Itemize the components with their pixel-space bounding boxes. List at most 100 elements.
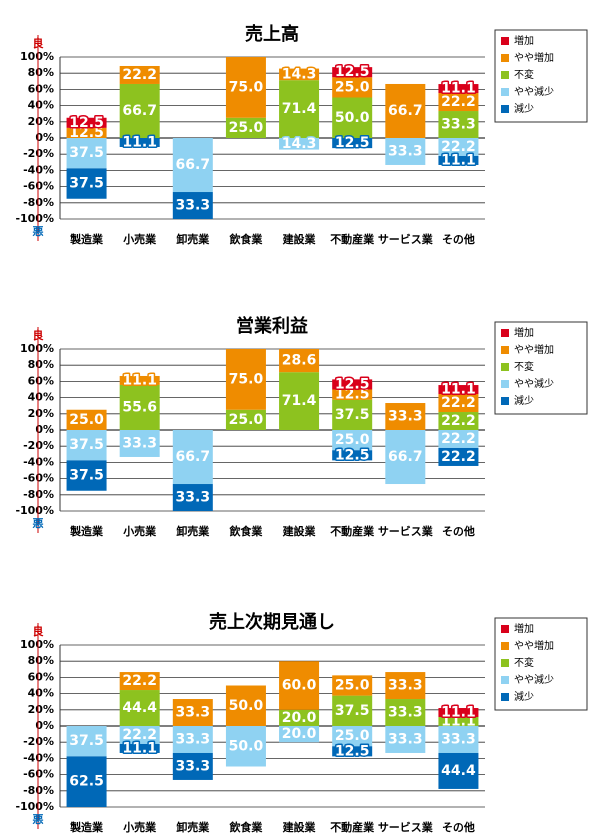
data-label: 12.5 xyxy=(335,387,370,403)
bar-segment xyxy=(438,394,479,413)
y-tick-label: 40% xyxy=(28,687,54,700)
x-tick-label: 卸売業 xyxy=(176,524,210,538)
data-label: 33.3 xyxy=(441,731,476,747)
bar-segment xyxy=(119,430,160,457)
legend-swatch xyxy=(501,105,509,113)
y-tick-label: -100% xyxy=(15,800,54,813)
y-tick-label: 40% xyxy=(28,391,54,404)
y-bottom-label: 悪 xyxy=(33,517,44,530)
bar-segment xyxy=(119,743,160,753)
bar-segment xyxy=(119,65,160,84)
data-label: 55.6 xyxy=(122,399,157,415)
bar-segment xyxy=(438,447,479,466)
data-label: 62.5 xyxy=(69,774,104,790)
y-tick-label: 60% xyxy=(28,82,54,95)
data-label: 37.5 xyxy=(335,703,370,719)
data-label: 12.5 xyxy=(69,125,104,141)
bar-segment xyxy=(172,726,213,753)
legend-label: 増加 xyxy=(514,622,534,635)
bar-segment xyxy=(66,127,107,138)
data-label: 44.4 xyxy=(441,763,476,779)
legend-box xyxy=(494,321,588,415)
data-label: 25.0 xyxy=(229,120,264,136)
data-label: 66.7 xyxy=(176,449,211,465)
y-tick-label: 0% xyxy=(35,719,54,732)
legend-label: 減少 xyxy=(514,102,534,115)
y-bottom-label: 悪 xyxy=(33,813,44,826)
data-label: 33.3 xyxy=(388,705,423,721)
legend-label: 不変 xyxy=(514,68,534,81)
chart: 売上高 100% 80% 60% 40% 20% 0% -20% -40% -60% -80% -10… xyxy=(15,23,588,246)
legend-label: やや減少 xyxy=(514,377,554,390)
legend-label: 減少 xyxy=(514,690,534,703)
bar-segment xyxy=(332,138,373,149)
bar-segment xyxy=(332,67,373,78)
data-label: 37.5 xyxy=(69,176,104,192)
bar-segment xyxy=(225,349,266,410)
bar-segment xyxy=(332,379,373,390)
bar-segment xyxy=(119,138,160,147)
data-label: 11.1 xyxy=(441,81,476,97)
legend-swatch xyxy=(501,625,509,633)
bar-segment xyxy=(66,726,107,757)
data-label: 37.5 xyxy=(69,145,104,161)
bar-segment xyxy=(385,83,426,138)
data-label: 22.2 xyxy=(122,67,157,83)
legend-swatch xyxy=(501,37,509,45)
data-label: 11.1 xyxy=(122,372,157,388)
bar-segment xyxy=(332,97,373,138)
x-tick-label: 製造業 xyxy=(69,232,104,246)
data-label: 33.3 xyxy=(388,731,423,747)
x-tick-label: その他 xyxy=(442,232,475,246)
x-tick-label: 製造業 xyxy=(69,820,104,834)
data-label: 37.5 xyxy=(69,733,104,749)
data-label: 71.4 xyxy=(282,393,317,409)
bar-segment xyxy=(332,77,373,98)
y-tick-label: 0% xyxy=(35,131,54,144)
bar-segment xyxy=(438,385,479,395)
x-tick-label: 小売業 xyxy=(122,524,157,538)
data-label: 33.3 xyxy=(388,143,423,159)
bar-segment xyxy=(66,138,107,169)
bar-segment xyxy=(385,672,426,700)
y-tick-label: 100% xyxy=(20,638,54,651)
data-label: 33.3 xyxy=(176,198,211,214)
y-tick-label: 80% xyxy=(28,66,54,79)
bar-segment xyxy=(172,430,213,485)
legend-swatch xyxy=(501,397,509,405)
data-label: 12.5 xyxy=(335,135,370,151)
legend-label: やや増加 xyxy=(514,343,554,356)
legend-label: やや減少 xyxy=(514,673,554,686)
y-tick-label: -60% xyxy=(23,472,54,485)
legend-label: やや減少 xyxy=(514,85,554,98)
bar-segment xyxy=(385,699,426,726)
data-label: 66.7 xyxy=(388,103,423,119)
data-label: 25.0 xyxy=(335,678,370,694)
legend-swatch xyxy=(501,676,509,684)
y-top-label: 良 xyxy=(33,328,44,342)
data-label: 22.2 xyxy=(441,449,476,465)
legend-label: 不変 xyxy=(514,656,534,669)
bar-segment xyxy=(172,138,213,193)
data-label: 12.5 xyxy=(69,115,104,131)
data-label: 25.0 xyxy=(335,432,370,448)
data-label: 50.0 xyxy=(229,738,264,754)
data-label: 33.3 xyxy=(176,758,211,774)
x-tick-label: サービス業 xyxy=(378,232,434,246)
bar-segment xyxy=(438,111,479,138)
data-label: 22.2 xyxy=(441,139,476,155)
legend-swatch xyxy=(501,642,509,650)
bar-segment xyxy=(385,138,426,165)
data-label: 66.7 xyxy=(176,157,211,173)
data-label: 20.0 xyxy=(282,710,317,726)
data-label: 11.1 xyxy=(122,134,157,150)
legend-swatch xyxy=(501,54,509,62)
bar-segment xyxy=(438,717,479,726)
data-label: 25.0 xyxy=(335,728,370,744)
data-label: 33.3 xyxy=(388,678,423,694)
bar-segment xyxy=(119,690,160,726)
legend-label: 増加 xyxy=(514,34,534,47)
bar-segment xyxy=(66,430,107,461)
bar-segment xyxy=(119,726,160,744)
